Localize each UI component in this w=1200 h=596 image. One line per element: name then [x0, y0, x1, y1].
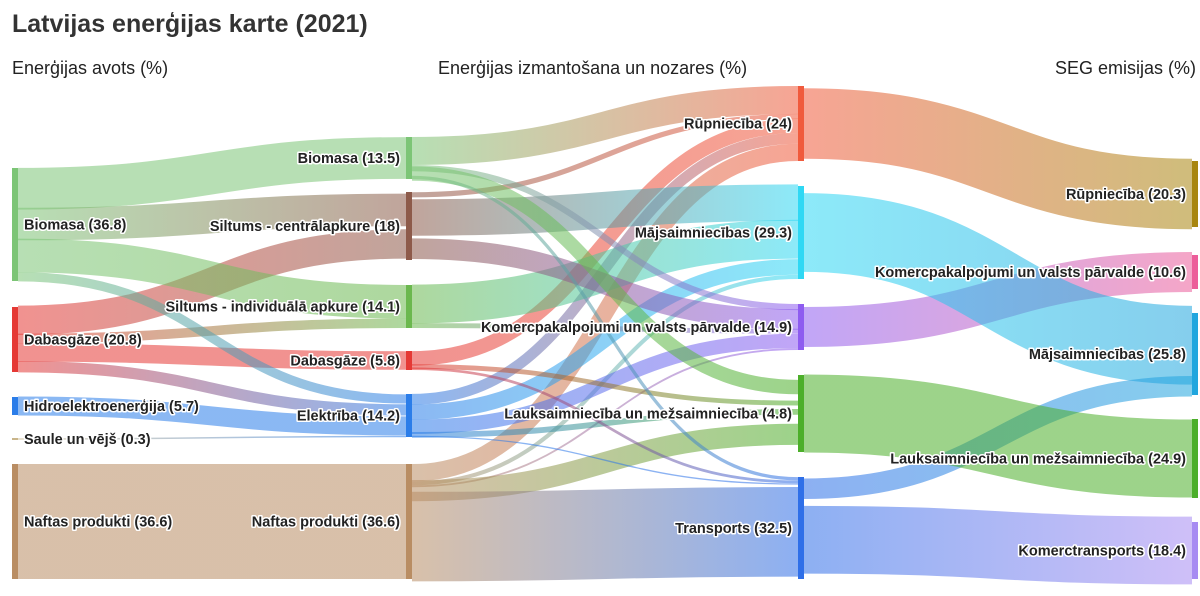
node-label-m_ih: Siltums - individuālā apkure (14.1)	[166, 300, 401, 316]
node-bar-u_hh	[798, 186, 804, 279]
node-label-g_tr: Komerctransports (18.4)	[1018, 544, 1186, 560]
column-header-energy-source: Enerģijas avots (%)	[12, 58, 169, 78]
node-bar-u_com	[798, 304, 804, 350]
node-label-s_bio: Biomasa (36.8)	[24, 218, 127, 234]
node-bar-m_gas	[406, 351, 412, 370]
link-s_gas-to-m_gas	[17, 343, 407, 370]
node-label-s_oil: Naftas produkti (36.6)	[24, 515, 172, 531]
node-label-g_hh: Mājsaimniecības (25.8)	[1029, 347, 1186, 363]
node-label-u_tr: Transports (32.5)	[675, 521, 792, 537]
link-m_el-to-u_tr	[411, 435, 799, 485]
link-m_gas-to-u_agr	[411, 364, 799, 406]
link-s_gas-to-m_el	[17, 361, 407, 416]
node-label-u_ind: Rūpniecība (24)	[684, 117, 792, 133]
column-header-energy-use: Enerģijas izmantošana un nozares (%)	[438, 58, 748, 78]
link-m_bio-to-u_ind	[411, 86, 799, 166]
node-bar-g_agr	[1192, 419, 1198, 498]
node-label-u_com: Komercpakalpojumi un valsts pārvalde (14…	[481, 320, 792, 336]
node-label-s_hydro: Hidroelektroenerģija (5.7)	[24, 399, 199, 415]
chart-title: Latvijas enerģijas karte (2021)	[12, 10, 368, 38]
node-label-m_dh: Siltums - centrālapkure (18)	[210, 219, 400, 235]
node-label-g_agr: Lauksaimniecība un mežsaimniecība (24.9)	[890, 452, 1186, 468]
node-bar-g_tr	[1192, 522, 1198, 579]
link-m_el-to-u_hh	[411, 259, 799, 420]
node-bar-u_tr	[798, 477, 804, 579]
node-bar-m_ih	[406, 285, 412, 328]
node-bar-m_dh	[406, 192, 412, 260]
link-m_oil-to-u_ind	[411, 143, 799, 482]
node-bar-s_bio	[12, 168, 18, 281]
link-s_bio-to-m_el	[17, 272, 407, 404]
node-bar-s_hydro	[12, 397, 18, 415]
node-label-m_oil: Naftas produkti (36.6)	[252, 515, 400, 531]
link-s_bio-to-m_bio	[17, 137, 407, 210]
link-u_ind-to-g_ind	[803, 88, 1193, 230]
node-bar-s_gas	[12, 307, 18, 372]
node-bar-s_sun	[12, 438, 18, 440]
column-header-ghg-emissions: SEG emisijas (%)	[1054, 58, 1196, 78]
link-s_hydro-to-m_el	[17, 396, 407, 436]
link-s_bio-to-m_ih	[17, 238, 407, 319]
node-bar-m_oil	[406, 464, 412, 579]
link-m_oil-to-u_tr	[411, 487, 799, 582]
link-u_hh-to-g_hh	[803, 193, 1193, 385]
node-bar-g_com	[1192, 255, 1198, 289]
link-m_bio-to-u_com	[411, 165, 799, 311]
link-s_sun-to-m_el	[17, 435, 407, 440]
link-s_bio-to-m_dh	[17, 193, 407, 241]
link-m_gas-to-u_ind	[411, 118, 799, 366]
link-m_oil-to-u_agr	[411, 423, 799, 502]
node-label-s_gas: Dabasgāze (20.8)	[24, 333, 142, 349]
node-label-g_ind: Rūpniecība (20.3)	[1066, 187, 1186, 203]
node-label-m_el: Elektrība (14.2)	[297, 409, 400, 425]
node-label-u_hh: Mājsaimniecības (29.3)	[635, 226, 792, 242]
node-label-g_com: Komercpakalpojumi un valsts pārvalde (10…	[875, 265, 1186, 281]
node-bar-s_oil	[12, 464, 18, 579]
link-m_el-to-u_agr	[411, 409, 799, 438]
link-m_bio-to-u_tr	[411, 175, 799, 481]
node-bar-m_bio	[406, 137, 412, 179]
node-label-m_bio: Biomasa (13.5)	[298, 151, 401, 167]
node-bar-u_ind	[798, 86, 804, 161]
link-m_gas-to-u_tr	[411, 367, 799, 484]
link-m_bio-to-u_agr	[411, 166, 799, 395]
link-s_gas-to-m_ih	[17, 318, 407, 344]
link-u_agr-to-g_agr	[803, 374, 1193, 498]
link-u_tr-to-g_tr	[803, 505, 1193, 585]
node-bar-g_ind	[1192, 161, 1198, 227]
node-label-m_gas: Dabasgāze (5.8)	[290, 354, 400, 370]
link-m_dh-to-u_hh	[411, 184, 799, 236]
node-label-u_agr: Lauksaimniecība un mežsaimniecība (4.8)	[504, 407, 792, 423]
node-label-s_sun: Saule un vējš (0.3)	[24, 432, 151, 448]
node-bar-g_hh	[1192, 313, 1198, 395]
node-bar-u_agr	[798, 375, 804, 452]
node-bar-m_el	[406, 394, 412, 437]
